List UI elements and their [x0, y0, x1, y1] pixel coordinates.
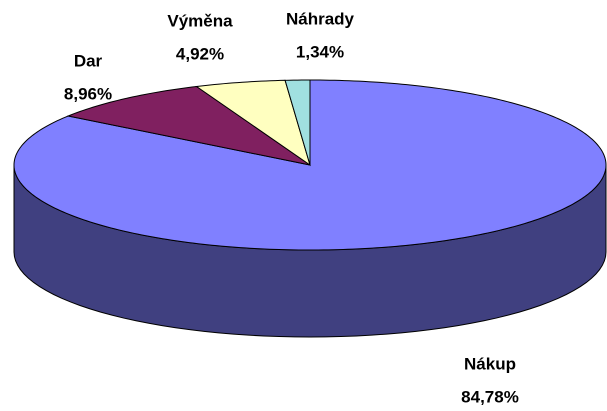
slice-label-name: Náhrady — [286, 9, 355, 28]
slice-label-value: 8,96% — [64, 84, 112, 103]
slice-label-value: 4,92% — [176, 44, 224, 63]
slice-label-name: Nákup — [464, 354, 516, 373]
slice-label-value: 1,34% — [296, 42, 344, 61]
slice — [284, 79, 311, 166]
slice-label-name: Výměna — [167, 11, 233, 30]
slice — [195, 79, 311, 167]
slice — [66, 85, 311, 166]
slice-label-value: 84,78% — [461, 387, 519, 406]
slice-label-name: Dar — [74, 51, 103, 70]
